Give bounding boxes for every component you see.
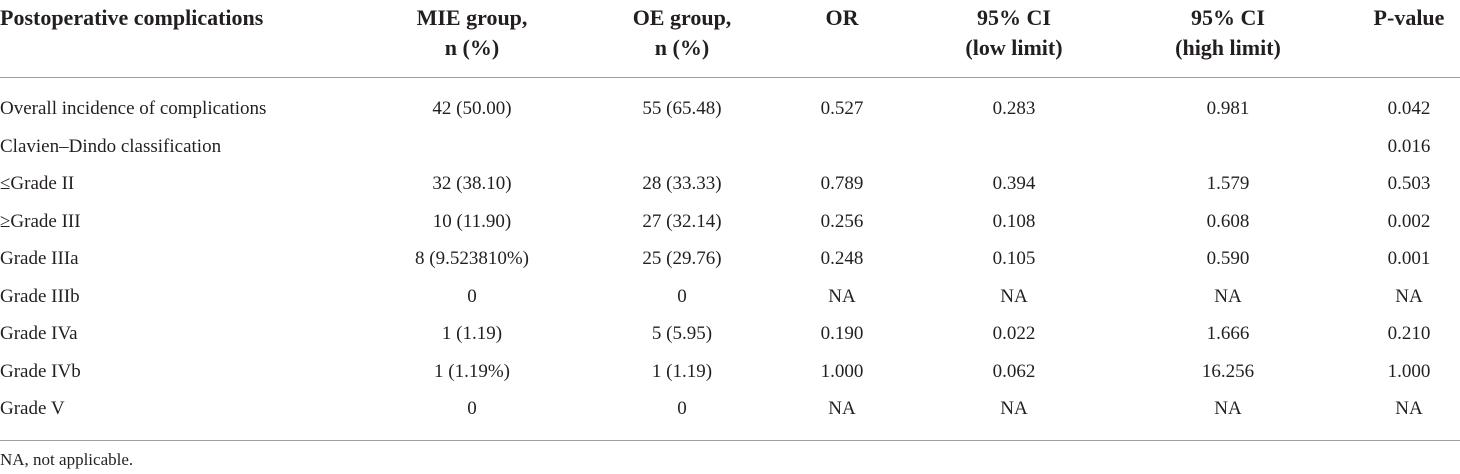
cell-ci-low-value: 0.022 [992, 323, 1036, 344]
cell-oe-value: 25 (29.76) [642, 248, 722, 269]
header-oe-group: OE group, n (%) [632, 5, 732, 60]
cell-or-value: 1.000 [820, 360, 864, 382]
cell-or-value: NA [828, 285, 856, 307]
cell-ci-high-value: 0.608 [1206, 210, 1250, 232]
header-mie-group: MIE group, n (%) [416, 5, 528, 60]
cell-or-value: 0.527 [820, 98, 864, 119]
cell-p-value: 0.210 [1387, 323, 1431, 344]
header-ci-high: 95% CI (high limit) [1175, 5, 1281, 60]
cell-or-value: 0.190 [820, 323, 864, 344]
cell-ci-high-value: 0.590 [1206, 248, 1250, 269]
cell-ci-low-value: NA [1000, 398, 1028, 419]
cell-row-label: Grade IVb [0, 360, 81, 382]
cell-ci-high-value: 1.666 [1206, 323, 1250, 344]
header-ci-low: 95% CI (low limit) [965, 5, 1063, 60]
cell-row-label: Overall incidence of complications [0, 98, 267, 119]
cell-mie-value: 42 (50.00) [432, 98, 512, 119]
cell-oe-value: 0 [677, 285, 687, 307]
cell-ci-high-value: 1.579 [1206, 173, 1250, 194]
cell-ci-low-value: 0.283 [992, 98, 1036, 119]
cell-oe-value: 1 (1.19) [651, 360, 713, 382]
cell-or-value: NA [828, 398, 856, 419]
cell-ci-low-value: 0.108 [992, 210, 1036, 232]
table-footnote: NA, not applicable. [0, 450, 134, 469]
cell-or-value: 0.789 [820, 173, 864, 194]
cell-p-value: 0.002 [1387, 210, 1431, 232]
cell-p-value: 0.503 [1387, 173, 1431, 194]
header-p-value: P-value [1373, 5, 1445, 30]
cell-mie-value: 1 (1.19) [441, 323, 503, 344]
table-row: ≤Grade II 32 (38.10) 28 (33.33) 0.789 0.394 1… [0, 165, 1460, 202]
cell-mie-value: 0 [467, 398, 477, 419]
table-header: Postoperative complications MIE group, n… [0, 0, 1460, 78]
cell-mie-value: 8 (9.523810%) [415, 248, 529, 269]
cell-ci-high-value: 0.981 [1206, 98, 1250, 119]
cell-ci-low-value: 0.062 [992, 360, 1036, 382]
cell-ci-high-value: NA [1214, 398, 1242, 419]
cell-oe-value: 28 (33.33) [642, 173, 722, 194]
cell-p-value: NA [1395, 285, 1423, 307]
table-row: Grade IIIa 8 (9.523810%) 25 (29.76) 0.248 0.… [0, 240, 1460, 277]
cell-p-value: 0.001 [1387, 248, 1431, 269]
cell-row-label: ≤Grade II [0, 173, 75, 194]
cell-oe-value: 27 (32.14) [642, 210, 722, 232]
table-row: Grade IVb 1 (1.19%) 1 (1.19) 1.000 0.062 16.2… [0, 353, 1460, 390]
cell-oe-value: 55 (65.48) [642, 98, 722, 119]
cell-ci-high-value: NA [1214, 285, 1242, 307]
cell-row-label: Grade V [0, 398, 65, 419]
table-row: ≥Grade III 10 (11.90) 27 (32.14) 0.256 0.108… [0, 203, 1460, 240]
cell-p-value: 0.042 [1387, 98, 1431, 119]
cell-ci-low-value: 0.105 [992, 248, 1036, 269]
cell-mie-value: 32 (38.10) [432, 173, 512, 194]
cell-p-value: NA [1395, 398, 1423, 419]
table-row: Grade IIIb 0 0 NA NA NA NA [0, 278, 1460, 315]
table-row: Clavien–Dindo classification 0.016 [0, 128, 1460, 165]
table-bottom-divider [0, 440, 1460, 441]
table-row: Overall incidence of complications 42 (50… [0, 90, 1460, 127]
cell-p-value: 1.000 [1387, 360, 1431, 382]
cell-row-label: Grade IIIa [0, 248, 79, 269]
cell-mie-value: 1 (1.19%) [434, 360, 510, 382]
table-row: Grade V 0 0 NA NA NA NA [0, 390, 1460, 427]
cell-row-label: Clavien–Dindo classification [0, 135, 222, 157]
cell-row-label: ≥Grade III [0, 210, 81, 232]
cell-oe-value: 5 (5.95) [651, 323, 713, 344]
cell-ci-low-value: NA [1000, 285, 1028, 307]
cell-ci-low-value: 0.394 [992, 173, 1036, 194]
cell-mie-value: 0 [467, 285, 477, 307]
cell-ci-high-value: 16.256 [1201, 360, 1255, 382]
cell-or-value: 0.248 [820, 248, 864, 269]
cell-p-value: 0.016 [1387, 135, 1431, 157]
cell-mie-value: 10 (11.90) [432, 210, 512, 232]
cell-or-value: 0.256 [820, 210, 864, 232]
header-or: OR [825, 5, 859, 30]
table-row: Grade IVa 1 (1.19) 5 (5.95) 0.190 0.022 1.666… [0, 315, 1460, 352]
cell-row-label: Grade IVa [0, 323, 78, 344]
header-divider [0, 77, 1460, 78]
header-postoperative-complications: Postoperative complications [0, 5, 264, 30]
cell-row-label: Grade IIIb [0, 285, 80, 307]
cell-oe-value: 0 [677, 398, 687, 419]
